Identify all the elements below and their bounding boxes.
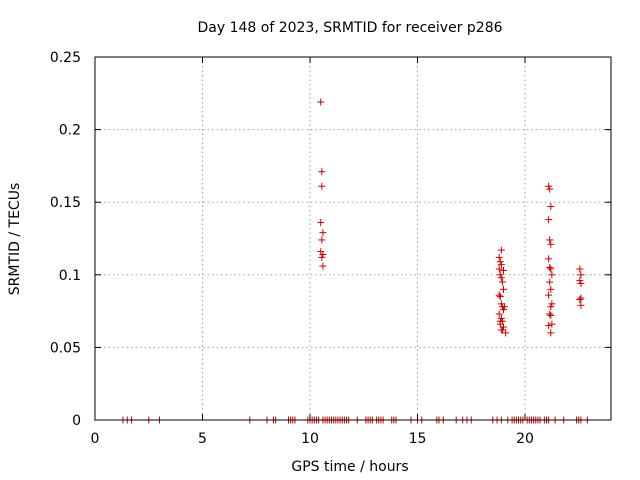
data-point (500, 285, 507, 293)
data-point (547, 240, 555, 248)
data-point (497, 246, 505, 254)
chart-title: Day 148 of 2023, SRMTID for receiver p28… (197, 20, 502, 36)
data-point (545, 291, 553, 299)
data-point (548, 320, 556, 328)
data-point (318, 168, 326, 176)
data-point (495, 265, 503, 273)
data-point (500, 266, 507, 274)
data-point (545, 322, 553, 330)
data-point (319, 229, 327, 237)
x-tick-label: 5 (198, 431, 207, 447)
data-point (501, 303, 509, 311)
y-tick-label: 0.2 (59, 123, 81, 139)
axis-ticks (94, 56, 611, 421)
data-point (318, 182, 326, 190)
data-point (577, 280, 585, 288)
data-point (546, 310, 554, 318)
data-point (548, 300, 556, 308)
data-point (317, 219, 325, 227)
data-point (547, 329, 555, 337)
data-point (319, 262, 327, 270)
x-tick-label: 10 (301, 431, 319, 447)
data-point (496, 271, 504, 279)
data-point (319, 250, 327, 258)
y-axis-label: SRMTID / TECUs (7, 183, 23, 296)
data-point (547, 303, 555, 311)
data-point (497, 274, 505, 282)
data-point (547, 285, 555, 293)
data-point (498, 278, 506, 286)
data-point (318, 236, 326, 244)
data-point (502, 329, 510, 337)
data-point (546, 264, 554, 272)
data-point (496, 258, 504, 266)
x-tick-label: 20 (516, 431, 534, 447)
data-point (318, 253, 326, 261)
y-tick-label: 0.15 (50, 195, 81, 211)
data-point (495, 291, 503, 299)
x-tick-label: 0 (91, 431, 100, 447)
data-point (546, 278, 554, 286)
data-point (497, 300, 505, 308)
data-point (496, 317, 504, 325)
data-point (545, 216, 553, 224)
data-point (497, 261, 505, 269)
data-point (495, 253, 503, 261)
data-point (545, 255, 553, 263)
x-axis-label: GPS time / hours (291, 459, 408, 475)
y-tick-label: 0 (72, 413, 81, 429)
data-point (496, 293, 504, 301)
y-tick-label: 0.1 (59, 268, 81, 284)
data-points (119, 98, 591, 424)
x-tick-labels: 0 5 10 15 20 (91, 431, 534, 447)
data-point (317, 98, 325, 106)
data-point (547, 203, 555, 211)
data-point (495, 310, 503, 318)
data-point (577, 294, 585, 302)
data-point (577, 301, 585, 309)
data-point (497, 314, 505, 322)
y-tick-label: 0.05 (50, 340, 81, 356)
data-point (500, 306, 507, 314)
data-point (576, 295, 584, 303)
data-point (548, 271, 556, 279)
grid-lines (95, 57, 611, 420)
data-point (577, 271, 585, 279)
data-point (547, 265, 555, 273)
data-point (576, 277, 584, 285)
data-point (498, 326, 506, 334)
data-point (576, 265, 584, 273)
plot-frame (94, 56, 612, 421)
data-point (547, 311, 555, 319)
y-tick-labels: 0 0.05 0.1 0.15 0.2 0.25 (50, 50, 81, 429)
data-point (546, 236, 554, 244)
x-tick-label: 15 (409, 431, 427, 447)
y-tick-label: 0.25 (50, 50, 81, 66)
data-point (545, 182, 553, 190)
data-point (546, 185, 554, 193)
